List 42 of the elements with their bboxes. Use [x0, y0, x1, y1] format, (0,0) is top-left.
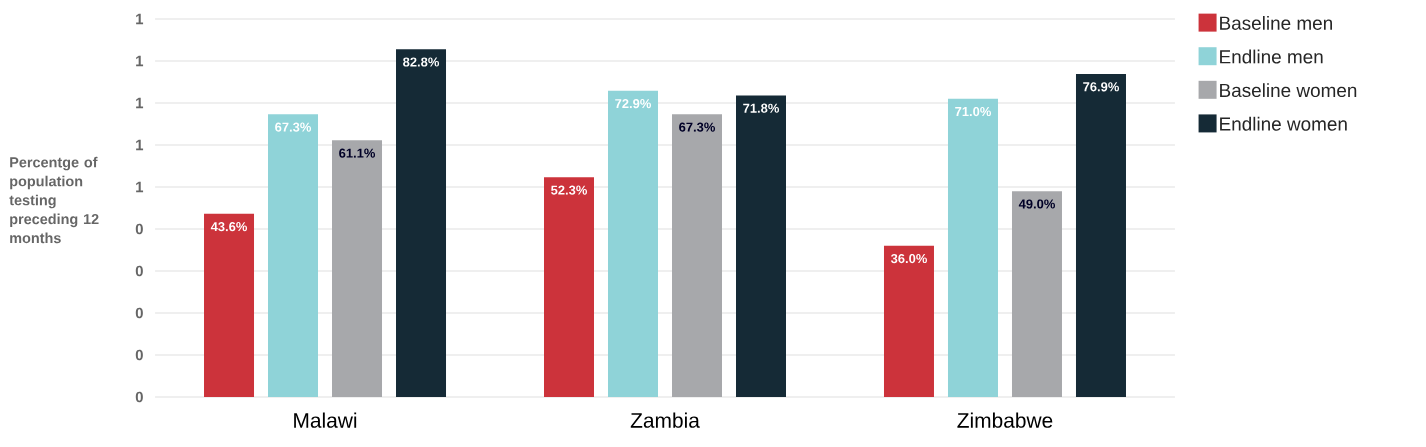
x-tick-label: Zimbabwe — [957, 412, 1053, 428]
data-label: 43.6% — [210, 222, 248, 232]
bar — [947, 98, 998, 397]
bar — [608, 90, 658, 397]
data-label: 52.3% — [551, 185, 588, 195]
data-label: 76.9% — [1083, 82, 1119, 92]
legend-label: Baseline men — [1220, 16, 1332, 30]
y-tick-label: 0 — [135, 265, 143, 277]
data-label: 67.3% — [275, 122, 312, 132]
data-label: 61.1% — [339, 148, 376, 158]
data-label: 82.8% — [403, 57, 440, 67]
y-tick-label: 0 — [135, 223, 143, 235]
data-label: 49.0% — [1018, 199, 1055, 209]
bar — [736, 95, 786, 397]
x-tick-label: Malawi — [294, 412, 357, 428]
y-tick-label: 1 — [136, 139, 144, 151]
legend-label: Endline men — [1220, 49, 1323, 64]
bar — [396, 49, 447, 397]
data-label: 67.3% — [679, 122, 716, 132]
bar — [883, 245, 934, 397]
y-tick-label: 1 — [136, 13, 144, 25]
y-axis-title: Percentge of population testing preceding 12 months — [9, 156, 99, 244]
bar — [268, 114, 319, 397]
y-tick-label: 1 — [136, 97, 144, 109]
data-label: 71.8% — [743, 103, 780, 113]
y-tick-label: 1 — [136, 55, 144, 67]
data-label: 36.0% — [890, 253, 927, 264]
y-tick-label: 0 — [135, 307, 143, 319]
data-label: 72.9% — [615, 99, 652, 109]
data-label: 71.0% — [955, 106, 991, 117]
y-tick-label: 1 — [136, 181, 144, 193]
x-tick-label: Zambia — [630, 412, 700, 428]
y-tick-label: 0 — [135, 391, 143, 403]
bar — [1075, 74, 1126, 397]
y-tick-label: 0 — [135, 349, 143, 361]
bar — [204, 213, 255, 397]
legend-label: Endline women — [1220, 116, 1347, 131]
bar — [544, 177, 594, 397]
bar — [672, 114, 722, 397]
legend-label: Baseline women — [1220, 83, 1357, 98]
bar — [1011, 191, 1062, 397]
bar — [332, 140, 383, 397]
